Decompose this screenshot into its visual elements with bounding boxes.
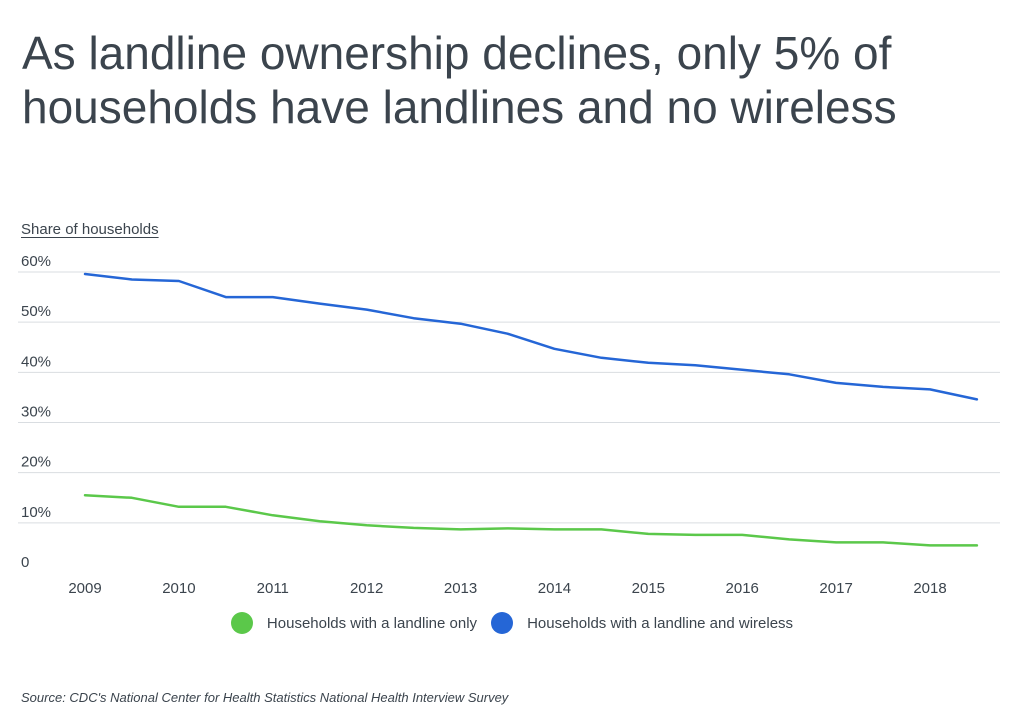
x-tick-label: 2015 (632, 580, 665, 597)
legend-label-landline-only: Households with a landline only (266, 614, 478, 632)
x-tick-label: 2010 (162, 580, 195, 597)
x-tick-label: 2012 (350, 580, 383, 597)
y-tick-label: 60% (21, 253, 51, 270)
y-tick-label: 10% (21, 504, 51, 521)
y-tick-label: 30% (21, 404, 51, 421)
legend-label-landline-and-wireless: Households with a landline and wireless (527, 614, 794, 632)
x-tick-label: 2016 (726, 580, 759, 597)
legend-item-landline-only[interactable]: Households with a landline only (230, 612, 478, 634)
x-tick-label: 2017 (819, 580, 852, 597)
x-tick-label: 2013 (444, 580, 477, 597)
y-axis-title: Share of households (21, 221, 159, 238)
x-axis-ticks: 2009 2010 2011 2012 2013 2014 2015 2016 2017 2018 (68, 580, 946, 597)
y-tick-label: 50% (21, 303, 51, 320)
y-tick-label: 0 (21, 554, 29, 571)
series-line-landline-and-wireless[interactable] (83, 272, 979, 401)
series-line-landline-only[interactable] (83, 493, 979, 547)
x-tick-label: 2018 (913, 580, 946, 597)
x-tick-label: 2009 (68, 580, 101, 597)
legend: Households with a landline only Househol… (0, 612, 1024, 634)
legend-swatch-landline-only (230, 612, 253, 634)
x-tick-label: 2014 (538, 580, 571, 597)
y-tick-label: 40% (21, 353, 51, 370)
y-tick-label: 20% (21, 454, 51, 471)
legend-item-landline-and-wireless[interactable]: Households with a landline and wireless (491, 612, 793, 634)
chart-title: As landline ownership declines, only 5% … (22, 27, 897, 133)
gridlines (18, 271, 1000, 524)
source-note: Source: CDC's National Center for Health… (21, 690, 509, 705)
legend-swatch-landline-and-wireless (491, 612, 514, 634)
y-axis-ticks: 0 10% 20% 30% 40% 50% 60% (21, 253, 51, 571)
x-tick-label: 2011 (257, 580, 289, 597)
series-lines (83, 272, 979, 547)
